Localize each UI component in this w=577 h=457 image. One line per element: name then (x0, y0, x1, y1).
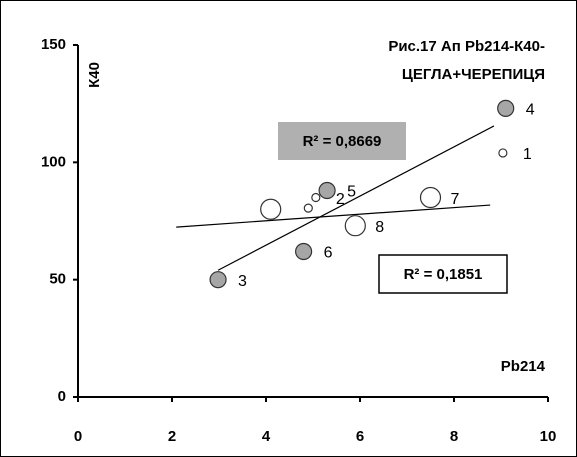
chart-title: Рис.17 Ап Pb214-К40- (388, 38, 545, 55)
point (209, 271, 227, 289)
point (498, 148, 508, 158)
point (344, 215, 366, 237)
r2-label: R² = 0,8669 (303, 133, 382, 150)
point-label: 2 (336, 191, 345, 208)
chart-title: ЦЕГЛА+ЧЕРЕПИЦЯ (402, 66, 545, 83)
r2-label: R² = 0,1851 (404, 266, 483, 283)
trend-line (217, 125, 495, 271)
point (497, 99, 515, 117)
point-label: 7 (451, 191, 460, 208)
point (303, 203, 313, 213)
x-tick-label: 8 (450, 428, 458, 445)
x-axis-label: Pb214 (501, 358, 546, 375)
x-tick-label: 4 (262, 428, 271, 445)
point (419, 186, 442, 209)
y-tick-label: 0 (58, 388, 66, 405)
point (260, 198, 282, 220)
point (295, 242, 313, 261)
y-tick-label: 50 (49, 271, 66, 288)
point-label: 6 (324, 245, 333, 262)
point (318, 181, 336, 200)
point-label: 3 (238, 273, 247, 290)
y-tick-label: 100 (41, 153, 66, 170)
point-label: 4 (526, 102, 535, 119)
point-label: 8 (375, 219, 384, 236)
trend-line (176, 204, 491, 228)
x-tick-label: 10 (540, 428, 557, 445)
x-tick-label: 2 (168, 428, 176, 445)
point-label: 5 (347, 184, 356, 201)
x-tick-label: 6 (356, 428, 364, 445)
y-axis-label: К40 (86, 62, 103, 88)
r2-box (378, 254, 508, 294)
point-label: 1 (523, 146, 532, 163)
x-tick-label: 0 (74, 428, 82, 445)
point (311, 192, 321, 203)
y-tick-label: 150 (41, 36, 66, 53)
r2-box (278, 122, 406, 160)
